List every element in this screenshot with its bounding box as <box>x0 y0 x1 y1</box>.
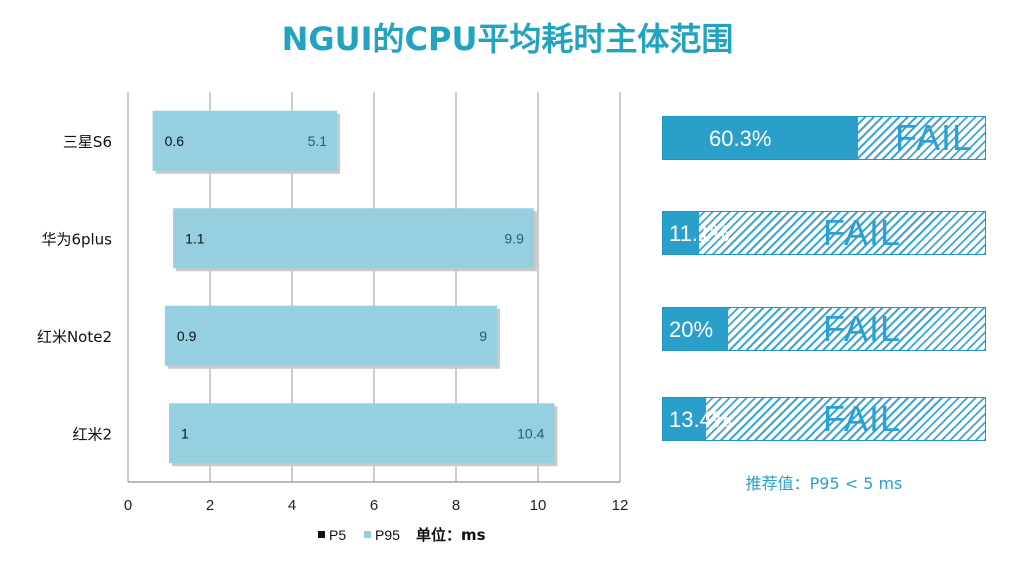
x-tick-label: 2 <box>206 497 214 514</box>
chart-title: NGUI的CPU平均耗时主体范围 <box>281 20 734 58</box>
x-tick-label: 0 <box>124 497 132 514</box>
pass-rate-bar: FAIL 60.3% <box>662 116 986 160</box>
fail-label: FAIL <box>823 398 902 439</box>
bar-p95 <box>173 208 534 269</box>
pass-rate-percent: 60.3% <box>709 126 772 151</box>
category-label: 红米Note2 <box>37 328 112 346</box>
unit-label: 单位：ms <box>416 526 486 544</box>
data-label-p95: 9.9 <box>504 230 524 246</box>
bar-p95 <box>152 110 338 171</box>
data-label-p95: 10.4 <box>517 425 544 441</box>
pass-rate-bar: FAIL 13.4% <box>662 397 986 441</box>
x-tick-label: 8 <box>452 497 460 514</box>
data-label-p5: 0.9 <box>177 328 197 344</box>
legend-swatch-p95 <box>364 531 371 538</box>
category-label: 华为6plus <box>41 230 112 248</box>
data-label-p5: 1.1 <box>185 230 205 246</box>
legend-label-p95: P95 <box>375 527 400 543</box>
pass-rate-bar: FAIL 11.1% <box>662 211 986 255</box>
category-label: 三星S6 <box>63 133 112 151</box>
pass-rate-percent: 13.4% <box>669 407 732 432</box>
category-label: 红米2 <box>72 425 112 443</box>
fail-label: FAIL <box>895 117 974 158</box>
pass-rate-fill <box>663 398 707 440</box>
pass-rate-percent: 11.1% <box>669 221 730 246</box>
data-label-p5: 0.6 <box>165 133 185 149</box>
legend-label-p5: P5 <box>329 527 346 543</box>
legend-swatch-p5 <box>318 531 325 538</box>
fail-label: FAIL <box>823 308 902 349</box>
fail-label: FAIL <box>823 212 902 253</box>
x-tick-label: 10 <box>530 497 547 514</box>
data-label-p5: 1 <box>181 425 189 441</box>
x-tick-label: 4 <box>288 497 296 514</box>
pass-rate-fill <box>663 308 728 350</box>
x-tick-label: 12 <box>612 497 629 514</box>
recommendation-note: 推荐值：P95 < 5 ms <box>745 474 903 493</box>
pass-rate-fill <box>663 117 859 159</box>
x-tick-label: 6 <box>370 497 378 514</box>
bar-p95 <box>164 305 497 366</box>
bar-p95 <box>169 403 555 464</box>
pass-rate-bar: FAIL 20% <box>662 307 986 351</box>
pass-rate-fill <box>663 212 699 254</box>
data-label-p95: 5.1 <box>308 133 328 149</box>
data-label-p95: 9 <box>479 328 487 344</box>
range-bar-chart: 0 2 4 6 8 10 12 0.6 5.1 三星S6 1.1 9.9 华为6plus 0.9 9 红米No… <box>37 92 629 544</box>
pass-rate-percent: 20% <box>669 317 714 342</box>
